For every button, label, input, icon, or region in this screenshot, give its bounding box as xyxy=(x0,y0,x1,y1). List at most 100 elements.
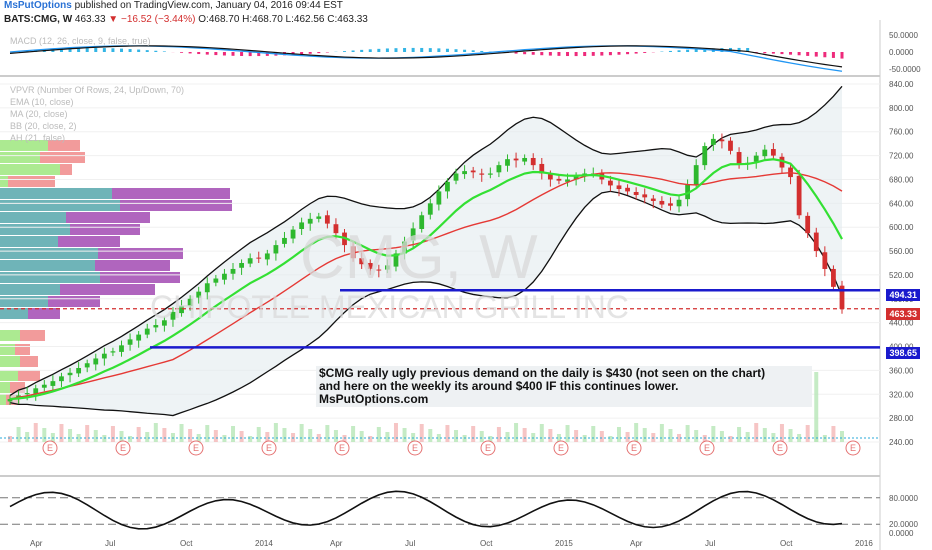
volume-bar xyxy=(668,429,673,442)
volume-bar xyxy=(42,428,47,442)
earnings-letter: E xyxy=(558,443,564,453)
bollinger-lower xyxy=(9,190,843,417)
volume-bar xyxy=(248,436,253,442)
axis-tick-label: 240.00 xyxy=(889,438,914,447)
earnings-circle[interactable] xyxy=(334,440,350,456)
macd-histogram xyxy=(394,48,398,52)
volume-bar xyxy=(634,423,639,442)
candle-body xyxy=(668,203,673,206)
time-axis-label: Apr xyxy=(630,539,643,548)
volume-bar xyxy=(505,432,510,442)
volume-bar xyxy=(205,425,210,442)
earnings-marker: E xyxy=(626,440,642,456)
volume-bar xyxy=(659,424,664,442)
volume-bar xyxy=(419,424,424,442)
volume-profile-down xyxy=(10,382,25,393)
macd-histogram xyxy=(591,52,595,56)
candle-body xyxy=(753,155,759,162)
macd-histogram xyxy=(154,50,158,52)
earnings-circle[interactable] xyxy=(42,440,58,456)
earnings-circle[interactable] xyxy=(480,440,496,456)
candle-body xyxy=(7,399,13,402)
volume-bar xyxy=(642,428,647,442)
price-change: ▼ −16.52 (−3.44%) xyxy=(108,14,196,25)
author-link[interactable]: MsPutOptions xyxy=(4,0,72,11)
macd-histogram xyxy=(480,50,484,52)
volume-bar xyxy=(728,436,733,442)
macd-histogram xyxy=(180,52,184,53)
volume-bar xyxy=(488,436,493,442)
volume-profile-down xyxy=(20,330,45,341)
volume-bar xyxy=(68,429,73,442)
note-line-1: $CMG really ugly previous demand on the … xyxy=(319,366,766,380)
candle-body xyxy=(582,173,588,175)
time-axis-label: Jul xyxy=(105,539,115,548)
ema-10-line xyxy=(9,158,843,401)
macd-histogram xyxy=(668,50,672,52)
candle-body xyxy=(101,353,107,359)
volume-profile-up xyxy=(0,356,20,367)
candle-body xyxy=(487,173,493,175)
earnings-circle[interactable] xyxy=(188,440,204,456)
earnings-marker: E xyxy=(480,440,496,456)
volume-profile xyxy=(0,140,232,405)
axis-tick-label: 520.00 xyxy=(889,271,914,280)
volume-bar xyxy=(754,423,759,442)
volume-bar xyxy=(797,434,802,442)
volume-bar xyxy=(93,430,98,442)
macd-histogram xyxy=(145,50,149,52)
candle-body xyxy=(316,216,322,219)
volume-bar xyxy=(393,423,398,442)
bb-label: BB (20, close, 2) xyxy=(10,121,77,131)
earnings-circle[interactable] xyxy=(115,440,131,456)
candle-body xyxy=(470,170,476,173)
earnings-circle[interactable] xyxy=(699,440,715,456)
volume-bar xyxy=(153,423,158,442)
earnings-circle[interactable] xyxy=(261,440,277,456)
candle-body xyxy=(256,257,262,259)
axis-tick-label: 840.00 xyxy=(889,80,914,89)
volume-profile-down xyxy=(70,224,140,235)
earnings-circle[interactable] xyxy=(845,440,861,456)
ma-label: MA (20, close) xyxy=(10,109,68,119)
macd-histogram xyxy=(831,52,835,58)
candle-body xyxy=(179,305,184,314)
volume-bar xyxy=(25,432,30,442)
candle-body xyxy=(161,320,167,326)
volume-bar xyxy=(805,425,810,442)
earnings-circle[interactable] xyxy=(772,440,788,456)
volume-bar xyxy=(128,436,133,442)
candle-body xyxy=(84,363,90,368)
candle-body xyxy=(119,345,124,352)
candle-body xyxy=(462,171,467,175)
volume-profile-down xyxy=(95,260,170,271)
volume-bar xyxy=(616,427,621,442)
ohlc-values: O:468.70 H:468.70 L:462.56 C:463.33 xyxy=(198,14,368,25)
macd-histogram xyxy=(403,47,407,52)
candle-body xyxy=(222,273,227,280)
earnings-circle[interactable] xyxy=(407,440,423,456)
time-axis-label: Oct xyxy=(480,539,493,548)
time-axis-label: Jul xyxy=(405,539,415,548)
candle-body xyxy=(805,215,811,234)
volume-bar xyxy=(762,428,767,442)
candle-body xyxy=(144,328,150,335)
candle-body xyxy=(153,325,159,328)
volume-profile-up xyxy=(0,164,60,175)
volume-bar xyxy=(737,427,742,442)
volume-profile-up xyxy=(0,382,10,393)
axis-tick-label: 80.0000 xyxy=(889,494,918,503)
stoch-line xyxy=(9,490,843,530)
earnings-circle[interactable] xyxy=(626,440,642,456)
macd-histogram xyxy=(548,52,552,56)
earnings-circle[interactable] xyxy=(553,440,569,456)
time-axis-label: 2016 xyxy=(855,539,873,548)
candle-body xyxy=(453,173,459,181)
volume-profile-down xyxy=(100,272,180,283)
volume-bar xyxy=(282,428,287,442)
time-axis-label: Apr xyxy=(30,539,43,548)
macd-histogram xyxy=(608,52,612,56)
last-price: 463.33 xyxy=(74,14,106,25)
volume-profile-down xyxy=(60,284,155,295)
